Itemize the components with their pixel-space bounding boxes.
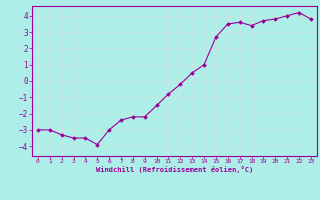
X-axis label: Windchill (Refroidissement éolien,°C): Windchill (Refroidissement éolien,°C) — [96, 166, 253, 173]
